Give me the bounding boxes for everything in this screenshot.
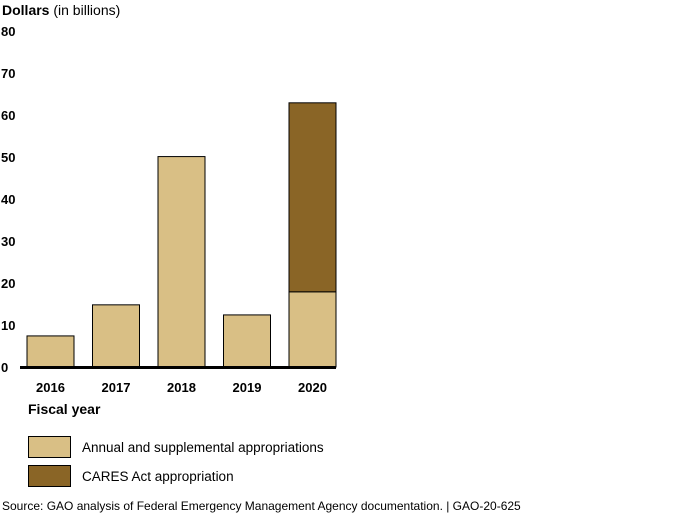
bar-chart: 0 10 20 30 40 50 60 70 80 2016 2017 2018 2019 2020 [1, 24, 337, 395]
bar-2020-annual [288, 291, 337, 368]
y-tick-label: 10 [1, 318, 15, 333]
y-tick-label: 70 [1, 66, 15, 81]
legend-item-cares: CARES Act appropriation [28, 464, 324, 488]
legend-label-annual: Annual and supplemental appropriations [82, 439, 324, 455]
y-tick-label: 40 [1, 192, 15, 207]
x-axis-baseline [20, 366, 336, 369]
bar-2018-annual [157, 156, 206, 368]
y-tick-label: 60 [1, 108, 15, 123]
bar-2017-annual [92, 304, 140, 368]
y-tick-label: 50 [1, 150, 15, 165]
x-tick-label: 2016 [36, 380, 65, 395]
x-tick-label: 2017 [102, 380, 131, 395]
legend-swatch-annual [28, 436, 71, 458]
bar-2019-annual [223, 314, 271, 368]
legend-item-annual: Annual and supplemental appropriations [28, 435, 324, 459]
y-tick-label: 30 [1, 234, 15, 249]
y-axis-ticks: 0 10 20 30 40 50 60 70 80 [1, 24, 15, 375]
x-axis-label: Fiscal year [28, 401, 101, 417]
legend: Annual and supplemental appropriations C… [28, 435, 324, 493]
bar-2016-annual [26, 335, 75, 368]
x-axis-categories: 2016 2017 2018 2019 2020 [36, 380, 327, 395]
y-tick-label: 20 [1, 276, 15, 291]
x-tick-label: 2018 [167, 380, 196, 395]
bar-2020-cares [288, 102, 337, 293]
source-note: Source: GAO analysis of Federal Emergenc… [2, 499, 521, 513]
x-tick-label: 2020 [298, 380, 327, 395]
y-tick-label: 0 [1, 360, 8, 375]
legend-swatch-cares [28, 465, 71, 487]
legend-label-cares: CARES Act appropriation [82, 468, 234, 484]
y-axis-label: Dollars (in billions) [2, 2, 121, 18]
bars [26, 102, 337, 368]
x-tick-label: 2019 [233, 380, 262, 395]
y-tick-label: 80 [1, 24, 15, 39]
